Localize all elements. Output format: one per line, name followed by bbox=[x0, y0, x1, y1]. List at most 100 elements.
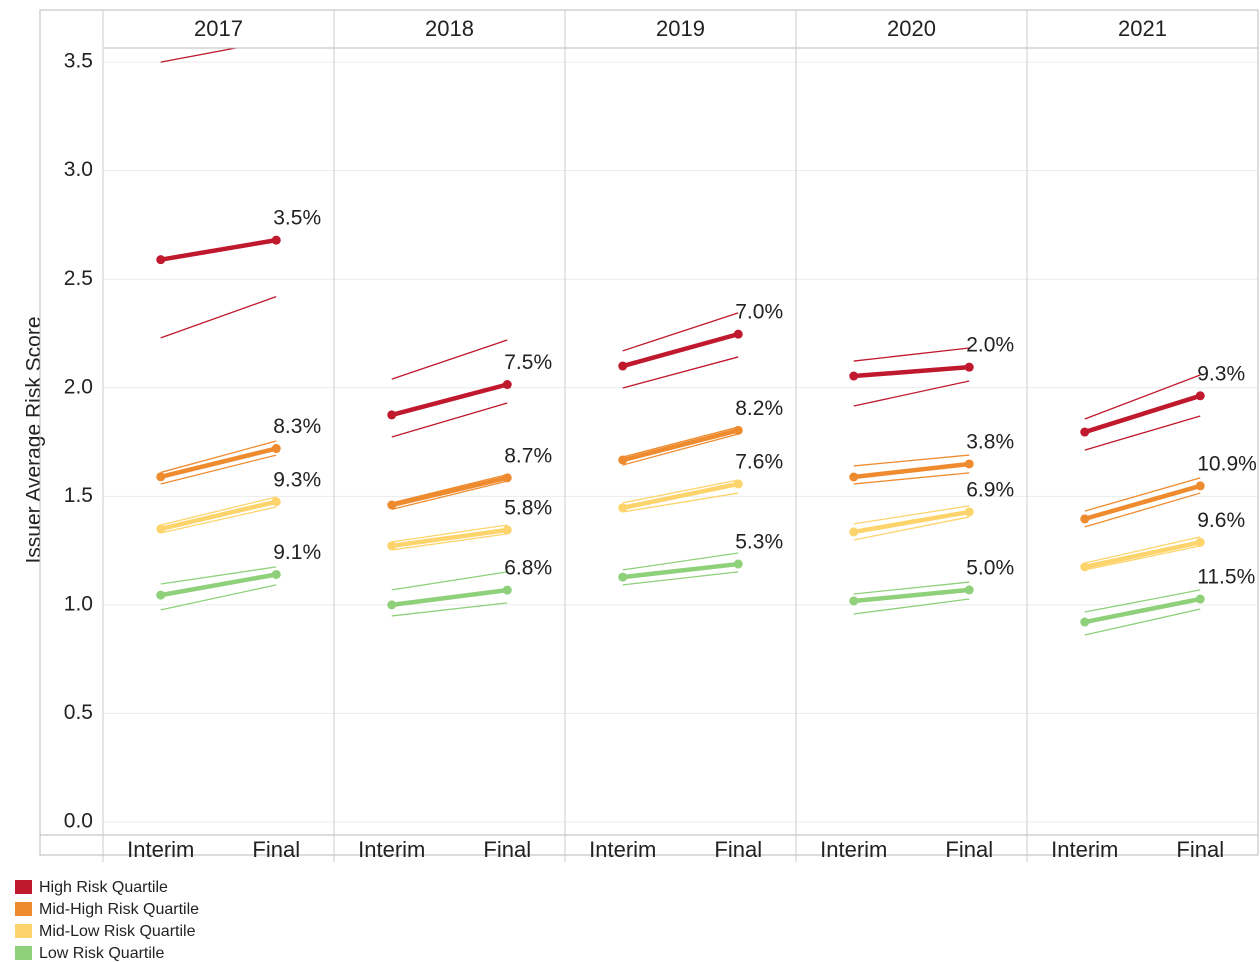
band-line bbox=[160, 48, 240, 63]
series-line bbox=[391, 382, 508, 418]
point bbox=[156, 524, 166, 534]
point bbox=[1195, 481, 1205, 491]
x-tick-label: Interim bbox=[589, 837, 656, 862]
point bbox=[387, 410, 397, 420]
change-label: 6.9% bbox=[966, 478, 1014, 501]
point bbox=[502, 380, 512, 390]
band-line bbox=[160, 496, 277, 526]
legend-label: Mid-Low Risk Quartile bbox=[39, 923, 196, 940]
band-line bbox=[391, 533, 508, 551]
series-line bbox=[853, 587, 970, 604]
change-label: 7.5% bbox=[504, 351, 552, 374]
x-tick-label: Interim bbox=[820, 837, 887, 862]
point bbox=[618, 455, 628, 465]
panel-title: 2017 bbox=[194, 16, 243, 41]
point bbox=[964, 507, 974, 517]
point bbox=[387, 600, 397, 610]
band-line bbox=[1084, 545, 1201, 571]
y-tick-label: 0.0 bbox=[64, 810, 93, 833]
band-line bbox=[160, 566, 277, 585]
band-line bbox=[853, 380, 970, 407]
legend-swatch bbox=[15, 880, 32, 894]
band-line bbox=[160, 454, 277, 485]
band-line bbox=[391, 524, 508, 543]
band-line bbox=[1084, 492, 1201, 528]
series-line bbox=[1084, 483, 1201, 522]
series-line bbox=[391, 527, 508, 549]
change-label: 9.1% bbox=[273, 541, 321, 564]
change-label: 8.2% bbox=[735, 397, 783, 420]
legend-label: Mid-High Risk Quartile bbox=[39, 901, 199, 918]
legend-swatch bbox=[15, 924, 32, 938]
change-label: 10.9% bbox=[1197, 452, 1257, 475]
legend-label: High Risk Quartile bbox=[39, 879, 168, 896]
x-tick-label: Interim bbox=[358, 837, 425, 862]
point bbox=[271, 569, 281, 579]
change-label: 5.0% bbox=[966, 556, 1014, 579]
x-tick-label: Final bbox=[714, 837, 762, 862]
change-label: 3.5% bbox=[273, 207, 321, 230]
y-tick-label: 2.0 bbox=[64, 375, 93, 398]
band-line bbox=[391, 473, 508, 504]
band-line bbox=[1084, 536, 1201, 564]
point bbox=[387, 500, 397, 510]
band-line bbox=[853, 472, 970, 485]
series-line bbox=[160, 237, 277, 262]
x-tick-label: Interim bbox=[1051, 837, 1118, 862]
point bbox=[502, 473, 512, 483]
change-label: 9.6% bbox=[1197, 509, 1245, 532]
change-label: 7.0% bbox=[735, 301, 783, 324]
series-line bbox=[853, 509, 970, 535]
change-label: 2.0% bbox=[966, 334, 1014, 357]
series-line bbox=[622, 331, 739, 369]
legend-label: Low Risk Quartile bbox=[39, 945, 164, 962]
point bbox=[618, 361, 628, 371]
series-line bbox=[853, 364, 970, 379]
band-line bbox=[1084, 608, 1201, 636]
point bbox=[733, 425, 743, 435]
point bbox=[849, 527, 859, 537]
band-line bbox=[853, 516, 970, 541]
point bbox=[849, 596, 859, 606]
legend-swatch bbox=[15, 902, 32, 916]
panel-title: 2018 bbox=[425, 16, 474, 41]
series-line bbox=[1084, 540, 1201, 570]
band-line bbox=[391, 571, 508, 591]
point bbox=[1195, 537, 1205, 547]
point bbox=[271, 444, 281, 454]
band-line bbox=[391, 480, 508, 510]
point bbox=[1195, 391, 1205, 401]
series-line bbox=[622, 561, 739, 580]
band-line bbox=[160, 440, 277, 474]
band-line bbox=[391, 402, 508, 438]
point bbox=[271, 497, 281, 507]
point bbox=[964, 459, 974, 469]
band-line bbox=[391, 602, 508, 617]
legend-swatch bbox=[15, 946, 32, 960]
series-line bbox=[160, 572, 277, 598]
point bbox=[1080, 427, 1090, 437]
y-tick-label: 3.0 bbox=[64, 158, 93, 181]
point bbox=[733, 329, 743, 339]
band-line bbox=[1084, 374, 1201, 420]
point bbox=[156, 255, 166, 265]
point bbox=[502, 585, 512, 595]
point bbox=[618, 572, 628, 582]
band-line bbox=[622, 433, 739, 466]
x-tick-label: Final bbox=[1176, 837, 1224, 862]
change-label: 5.8% bbox=[504, 497, 552, 520]
band-line bbox=[853, 598, 970, 615]
point bbox=[271, 235, 281, 245]
point bbox=[156, 472, 166, 482]
band-line bbox=[622, 356, 739, 389]
band-line bbox=[853, 581, 970, 595]
point bbox=[964, 585, 974, 595]
point bbox=[849, 472, 859, 482]
band-line bbox=[622, 479, 739, 504]
point bbox=[156, 590, 166, 600]
y-tick-label: 0.5 bbox=[64, 701, 93, 724]
y-tick-label: 1.0 bbox=[64, 592, 93, 615]
point bbox=[1195, 594, 1205, 604]
series-line bbox=[853, 461, 970, 480]
panel-title: 2019 bbox=[656, 16, 705, 41]
